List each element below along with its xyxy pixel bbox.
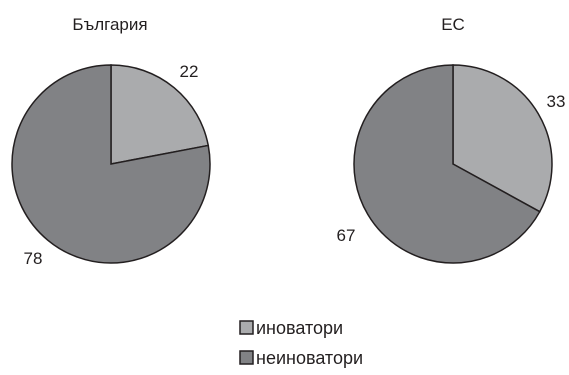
pie-chart-eu: ЕС 33 67: [337, 15, 566, 264]
pie-slice-innovators-bulgaria: [110, 64, 210, 165]
legend-swatch-innovators: [239, 320, 254, 335]
pie-slices-bulgaria: [11, 64, 211, 264]
legend-swatch-non-innovators: [239, 350, 254, 365]
pie-chart-bulgaria: България 22 78: [11, 15, 211, 268]
slice-value-label-non-innovators-bulgaria: 78: [24, 249, 43, 268]
slice-value-label-innovators-eu: 33: [547, 92, 566, 111]
chart-title-eu: ЕС: [441, 15, 465, 34]
pie-slice-innovators-eu: [452, 64, 553, 213]
chart-title-bulgaria: България: [72, 15, 147, 34]
pie-slice-non-innovators-bulgaria: [11, 64, 211, 264]
legend-label-non-innovators: неиноватори: [256, 348, 363, 368]
legend-item-innovators: иноватори: [239, 318, 343, 338]
legend-label-innovators: иноватори: [256, 318, 343, 338]
pie-slices-eu: [353, 64, 553, 264]
legend-item-non-innovators: неиноватори: [239, 348, 363, 368]
legend: иноватори неиноватори: [239, 318, 363, 368]
pie-slice-non-innovators-eu: [353, 64, 541, 264]
slice-value-label-non-innovators-eu: 67: [337, 226, 356, 245]
slice-value-label-innovators-bulgaria: 22: [180, 62, 199, 81]
